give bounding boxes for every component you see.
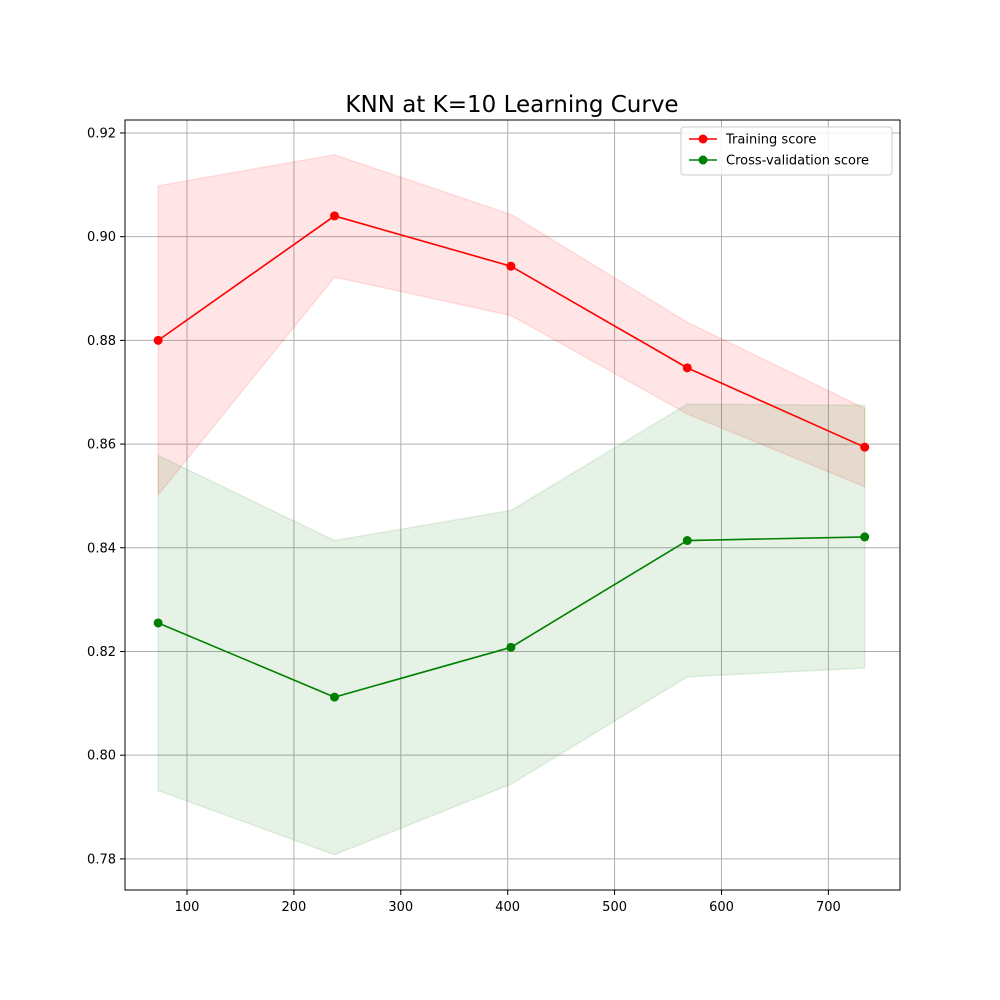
x-tick-label: 500	[602, 900, 627, 915]
y-tick-label: 0.82	[87, 645, 116, 660]
point-series-1	[682, 536, 692, 546]
y-tick-label: 0.78	[87, 852, 116, 867]
point-series-0	[153, 335, 163, 345]
legend-marker-1	[698, 155, 708, 165]
x-tick-label: 300	[388, 900, 413, 915]
legend-label-0: Training score	[725, 133, 816, 148]
y-tick-label: 0.86	[87, 438, 116, 453]
x-tick-label: 100	[175, 900, 200, 915]
point-series-0	[506, 261, 516, 271]
point-series-1	[506, 642, 516, 652]
legend: Training score Cross-validation score	[680, 126, 893, 176]
point-series-0	[330, 211, 340, 221]
chart-title: KNN at K=10 Learning Curve	[345, 92, 678, 118]
axis-ticks: 100 200 300 400 500 600 700 0.78 0.80 0.82 0.84 0.8…	[87, 126, 841, 915]
confidence-bands	[157, 153, 866, 856]
point-series-0	[682, 363, 692, 373]
legend-label-1: Cross-validation score	[726, 154, 869, 169]
point-series-1	[153, 618, 163, 628]
y-tick-label: 0.88	[87, 334, 116, 349]
legend-box	[680, 126, 893, 176]
band-series-1	[157, 403, 866, 856]
y-tick-label: 0.80	[87, 749, 116, 764]
y-tick-label: 0.90	[87, 230, 116, 245]
series-points	[153, 211, 870, 702]
grid	[125, 120, 900, 890]
point-series-0	[860, 442, 870, 452]
x-tick-label: 600	[709, 900, 734, 915]
point-series-1	[330, 692, 340, 702]
y-tick-label: 0.92	[87, 126, 116, 141]
point-series-1	[860, 532, 870, 542]
y-tick-label: 0.84	[87, 541, 116, 556]
band-series-0	[157, 153, 866, 498]
x-tick-label: 700	[816, 900, 841, 915]
legend-marker-0	[698, 134, 708, 144]
plot-frame	[124, 119, 901, 891]
x-tick-label: 200	[281, 900, 306, 915]
x-tick-label: 400	[495, 900, 520, 915]
